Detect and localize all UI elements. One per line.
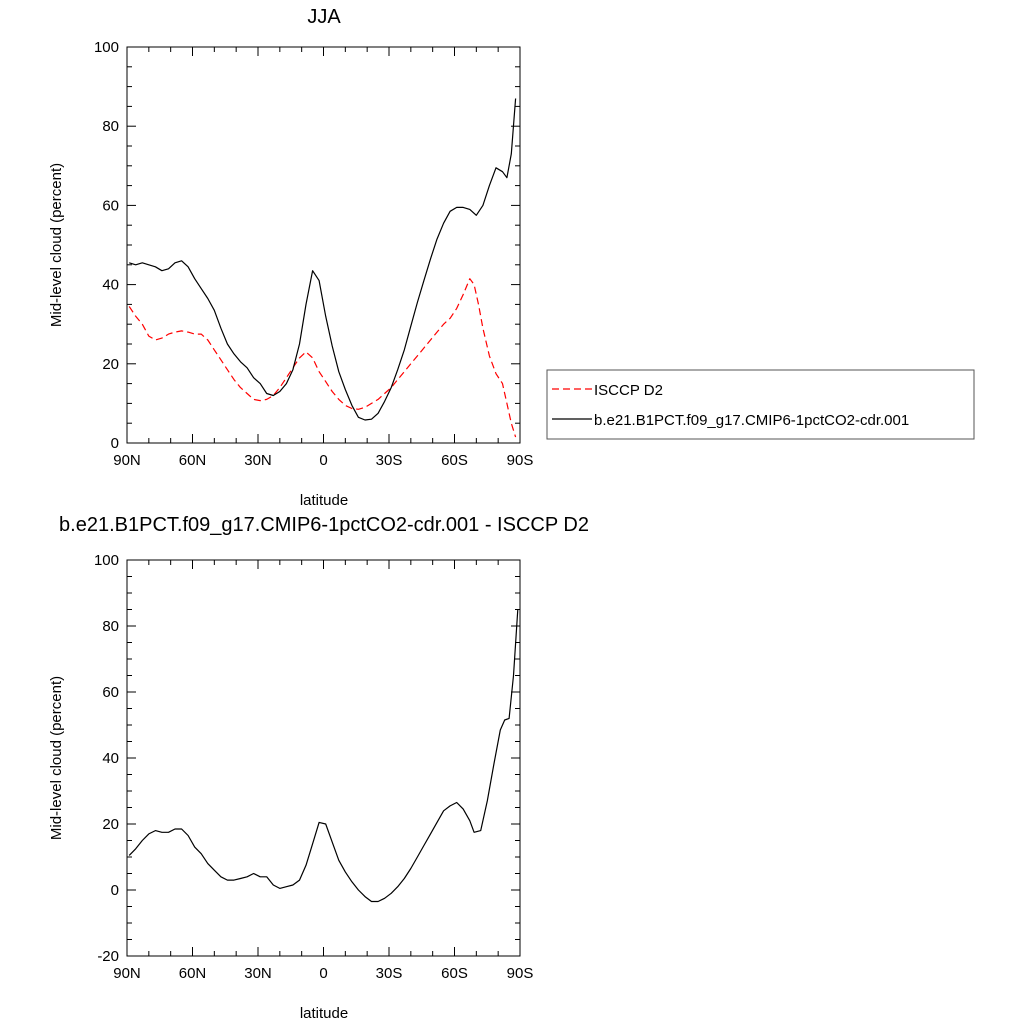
top-plot-frame: [126, 46, 521, 444]
bottom-x-tick-labels: 90N 60N 30N 0 30S 60S 90S: [113, 965, 533, 982]
y-tick-label: 60: [102, 197, 119, 214]
top-y-tick-labels: 0 20 40 60 80 100: [94, 39, 119, 452]
top-panel: JJA 90N 60N 30N 0 30S 60S 90S 0 20 40 60 80 100 lat…: [48, 6, 975, 509]
x-tick-label: 30S: [376, 965, 403, 982]
legend-label-model: b.e21.B1PCT.f09_g17.CMIP6-1pctCO2-cdr.00…: [594, 412, 909, 429]
bottom-series-lines: [128, 609, 519, 903]
bottom-chart-title: b.e21.B1PCT.f09_g17.CMIP6-1pctCO2-cdr.00…: [59, 514, 589, 536]
x-tick-label: 0: [319, 965, 327, 982]
y-tick-label: 80: [102, 618, 119, 635]
y-tick-label: 40: [102, 750, 119, 767]
bottom-x-axis-label: latitude: [300, 1005, 348, 1022]
series-line-isccp-d2: [128, 278, 517, 438]
y-tick-label: 100: [94, 39, 119, 56]
top-y-axis-label: Mid-level cloud (percent): [48, 163, 65, 327]
legend: ISCCP D2 b.e21.B1PCT.f09_g17.CMIP6-1pctC…: [546, 369, 975, 440]
legend-box: [546, 369, 975, 440]
x-tick-label: 60N: [179, 452, 207, 469]
x-tick-label: 90S: [507, 452, 534, 469]
y-tick-label: 0: [111, 882, 119, 899]
x-tick-label: 60S: [441, 965, 468, 982]
y-tick-label: 60: [102, 684, 119, 701]
x-tick-label: 60S: [441, 452, 468, 469]
bottom-axis-ticks: [126, 559, 521, 957]
bottom-plot-frame: [126, 559, 521, 957]
y-tick-label: 80: [102, 118, 119, 135]
legend-label-isccp: ISCCP D2: [594, 382, 663, 399]
top-chart-title: JJA: [307, 6, 341, 28]
y-tick-label: 100: [94, 552, 119, 569]
top-x-tick-labels: 90N 60N 30N 0 30S 60S 90S: [113, 452, 533, 469]
y-tick-label: 40: [102, 277, 119, 294]
top-axis-ticks: [126, 46, 521, 444]
y-tick-label: -20: [97, 948, 119, 965]
bottom-y-tick-labels: -20 0 20 40 60 80 100: [94, 552, 119, 965]
y-tick-label: 20: [102, 356, 119, 373]
top-series-lines: [128, 98, 517, 438]
y-tick-label: 0: [111, 435, 119, 452]
x-tick-label: 30N: [244, 452, 272, 469]
bottom-panel: b.e21.B1PCT.f09_g17.CMIP6-1pctCO2-cdr.00…: [48, 514, 589, 1022]
x-tick-label: 60N: [179, 965, 207, 982]
x-tick-label: 90N: [113, 452, 141, 469]
y-tick-label: 20: [102, 816, 119, 833]
series-line-difference: [128, 609, 519, 903]
x-tick-label: 0: [319, 452, 327, 469]
top-x-axis-label: latitude: [300, 492, 348, 509]
x-tick-label: 30S: [376, 452, 403, 469]
x-tick-label: 90N: [113, 965, 141, 982]
bottom-y-axis-label: Mid-level cloud (percent): [48, 676, 65, 840]
x-tick-label: 90S: [507, 965, 534, 982]
series-line-model: [129, 98, 517, 421]
x-tick-label: 30N: [244, 965, 272, 982]
